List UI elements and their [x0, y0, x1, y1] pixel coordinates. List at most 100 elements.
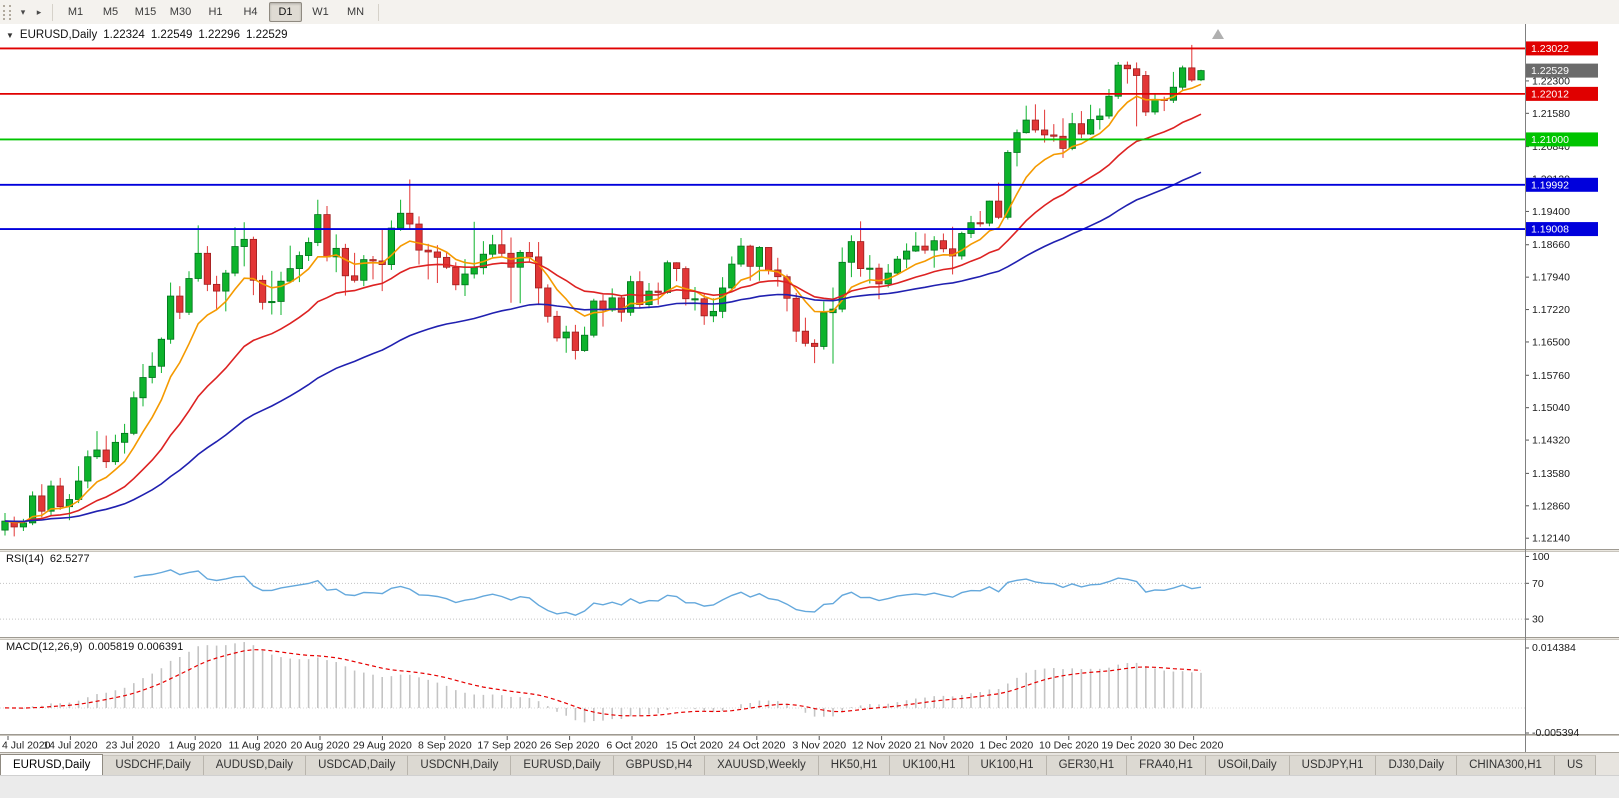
- timeframe-button-m1[interactable]: M1: [67, 6, 84, 18]
- chart-canvas[interactable]: 1.223001.215801.208401.201201.194001.186…: [0, 24, 1619, 752]
- timeframe-button-h1[interactable]: H1: [208, 6, 223, 18]
- candle: [28, 495, 37, 524]
- price-axis-tick: 1.17220: [1532, 304, 1570, 316]
- candle: [1068, 123, 1076, 149]
- status-bar: [0, 775, 1619, 798]
- price-tag-label: 1.21000: [1531, 134, 1569, 146]
- price-axis-tick: 1.21580: [1532, 108, 1570, 120]
- timeframe-button-m30[interactable]: M30: [169, 6, 192, 18]
- price-tag-label: 1.19008: [1531, 224, 1569, 236]
- chart-tabs-bar: EURUSD,Daily USDCHF,Daily AUDUSD,Daily USDC…: [0, 752, 1619, 775]
- candle: [682, 268, 690, 300]
- candle: [1059, 135, 1067, 149]
- toolbar-grip[interactable]: [3, 4, 11, 20]
- chart-tab-usdchf-daily[interactable]: USDCHF,Daily: [103, 755, 204, 775]
- candle: [452, 266, 460, 286]
- price-axis-tick: 1.12140: [1532, 533, 1570, 545]
- price-axis-tick: 1.17940: [1532, 272, 1570, 284]
- chart-tab-usdjpy-h1[interactable]: USDJPY,H1: [1289, 755, 1377, 775]
- candle: [157, 338, 165, 367]
- candle: [406, 212, 414, 225]
- candle: [985, 200, 994, 224]
- chart-dropdown-icon[interactable]: ▼: [6, 31, 14, 40]
- candle: [700, 298, 708, 317]
- candle: [608, 297, 616, 311]
- candle: [488, 244, 497, 255]
- timeframe-button-d1[interactable]: D1: [269, 2, 302, 22]
- chart-tab-usoil-daily[interactable]: USOil,Daily: [1205, 755, 1290, 775]
- date-axis-label: 3 Nov 2020: [792, 740, 846, 752]
- candle: [617, 297, 626, 313]
- price-tag-label: 1.23022: [1531, 43, 1569, 55]
- candle: [719, 287, 727, 312]
- candle: [461, 273, 469, 286]
- candle: [369, 259, 377, 262]
- timeframe-button-mn[interactable]: MN: [346, 6, 365, 18]
- timeframe-button-w1[interactable]: W1: [312, 6, 329, 18]
- candle: [176, 295, 184, 313]
- candle: [1050, 134, 1058, 137]
- date-axis-label: 29 Aug 2020: [353, 740, 412, 752]
- candle: [691, 298, 699, 301]
- candle: [912, 245, 920, 252]
- chart-tab-hk50-h1[interactable]: HK50,H1: [818, 755, 891, 775]
- chart-tab-usdcad-daily[interactable]: USDCAD,Daily: [306, 755, 409, 775]
- chart-tab-gbpusd-h4[interactable]: GBPUSD,H4: [613, 755, 706, 775]
- toolbar-menu-arrow-icon[interactable]: ▾: [20, 6, 26, 17]
- rsi-value: 62.5277: [49, 553, 90, 565]
- candle: [258, 279, 267, 303]
- ohlc-close: 1.22529: [245, 29, 288, 41]
- candle: [765, 247, 773, 271]
- macd-indicator-label: MACD(12,26,9) 0.005819 0.006391: [6, 641, 183, 653]
- chart-title: ▼ EURUSD,Daily 1.22324 1.22549 1.22296 1…: [6, 29, 288, 41]
- candle: [939, 240, 948, 250]
- date-axis-label: 10 Dec 2020: [1039, 740, 1099, 752]
- candle: [38, 495, 46, 512]
- chart-tab-eurusd-daily[interactable]: EURUSD,Daily: [511, 755, 614, 775]
- chart-tab-eurusd-daily[interactable]: EURUSD,Daily: [0, 754, 104, 775]
- candle: [976, 222, 984, 225]
- chart-tab-fra40-h1[interactable]: FRA40,H1: [1127, 755, 1206, 775]
- chart-symbol-label: EURUSD,Daily: [19, 29, 98, 41]
- toolbar-expand-arrow-icon[interactable]: ▸: [36, 6, 42, 17]
- candle: [903, 250, 911, 260]
- candle: [958, 233, 966, 257]
- chart-tab-ger30-h1[interactable]: GER30,H1: [1046, 755, 1128, 775]
- price-tag: [1526, 63, 1598, 78]
- chart-tab-xauusd-weekly[interactable]: XAUUSD,Weekly: [705, 755, 819, 775]
- candle: [433, 251, 442, 258]
- timeframe-button-m5[interactable]: M5: [102, 6, 119, 18]
- toolbar-separator: [52, 3, 53, 21]
- candle: [1188, 67, 1196, 81]
- timeframe-button-h4[interactable]: H4: [243, 6, 258, 18]
- chart-shift-marker-icon[interactable]: [1212, 29, 1224, 39]
- candle: [424, 249, 432, 253]
- chart-tab-uk100-h1[interactable]: UK100,H1: [890, 755, 969, 775]
- candle: [1114, 64, 1122, 97]
- chart-tab-uk100-h1[interactable]: UK100,H1: [968, 755, 1047, 775]
- date-axis-label: 1 Aug 2020: [169, 740, 222, 752]
- candle: [811, 342, 819, 347]
- candle: [544, 287, 552, 317]
- candle: [185, 278, 193, 313]
- rsi-name: RSI(14): [6, 553, 44, 565]
- price-axis-tick: 1.15040: [1532, 402, 1570, 414]
- chart-tab-china300-h1[interactable]: CHINA300,H1: [1457, 755, 1555, 775]
- candle: [949, 248, 957, 257]
- price-tag-label: 1.19992: [1531, 179, 1569, 191]
- timeframe-button-m15[interactable]: M15: [134, 6, 157, 18]
- candle: [130, 397, 138, 434]
- candle: [792, 297, 800, 332]
- price-axis-tick: 1.18660: [1532, 239, 1570, 251]
- chart-tab-us[interactable]: US: [1554, 755, 1596, 775]
- candle: [1179, 67, 1187, 88]
- candle: [663, 262, 672, 293]
- chart-tab-audusd-daily[interactable]: AUDUSD,Daily: [203, 755, 307, 775]
- chart-tab-usdcnh-daily[interactable]: USDCNH,Daily: [408, 755, 512, 775]
- candle: [203, 252, 211, 285]
- date-axis-label: 23 Jul 2020: [106, 740, 160, 752]
- chart-tab-dj30-daily[interactable]: DJ30,Daily: [1376, 755, 1458, 775]
- candle: [341, 247, 350, 277]
- candle: [102, 449, 110, 463]
- candle: [755, 247, 764, 267]
